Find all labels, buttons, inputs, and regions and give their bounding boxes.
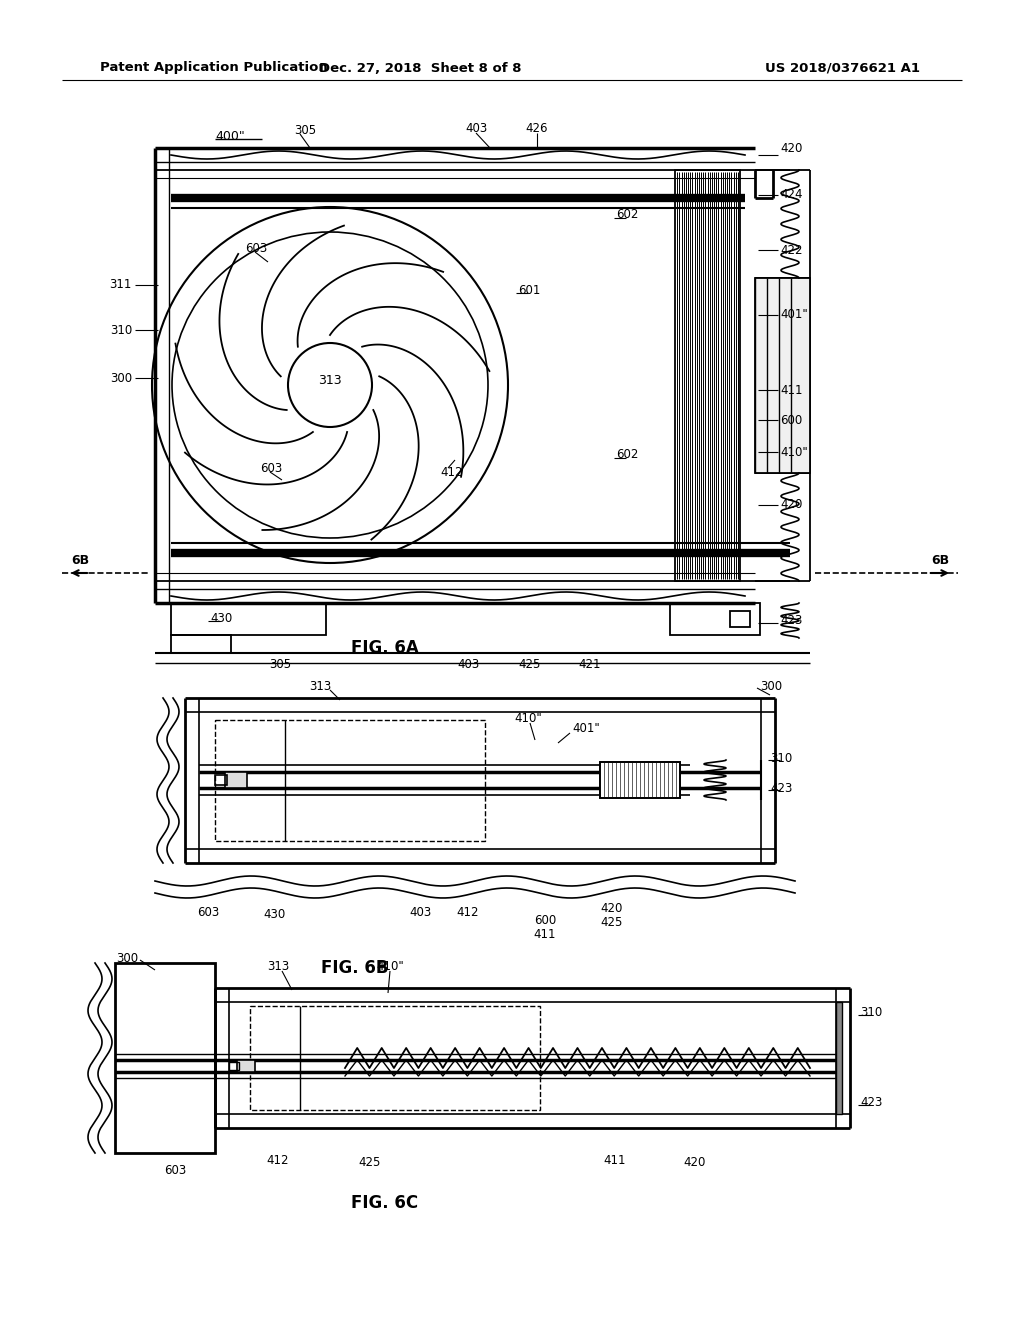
Bar	[225, 772, 247, 788]
Bar	[600, 762, 680, 799]
Text: 602: 602	[616, 449, 638, 462]
Text: FIG. 6C: FIG. 6C	[351, 1195, 419, 1212]
Bar	[229, 1063, 239, 1071]
Text: 411: 411	[534, 928, 556, 941]
Text: 420: 420	[780, 499, 803, 511]
Text: US 2018/0376621 A1: US 2018/0376621 A1	[765, 62, 920, 74]
Text: 430: 430	[264, 908, 286, 921]
Text: 313: 313	[267, 960, 289, 973]
Text: 403: 403	[409, 907, 431, 920]
Text: 600: 600	[780, 413, 802, 426]
Text: 310: 310	[860, 1006, 883, 1019]
Text: 401": 401"	[780, 309, 808, 322]
Text: 420: 420	[780, 141, 803, 154]
Bar	[215, 719, 485, 841]
Bar	[675, 170, 740, 581]
Text: 425: 425	[519, 659, 542, 672]
Text: 412: 412	[440, 466, 463, 479]
Bar	[115, 964, 215, 1152]
Text: 313: 313	[318, 374, 342, 387]
Text: 410": 410"	[376, 960, 403, 973]
Text: 426: 426	[525, 121, 548, 135]
Text: 300: 300	[116, 952, 138, 965]
Text: 313: 313	[309, 680, 331, 693]
Text: 310: 310	[110, 323, 132, 337]
Text: 410": 410"	[780, 446, 808, 458]
Text: 423: 423	[780, 615, 803, 627]
Text: 412: 412	[457, 907, 479, 920]
Bar	[670, 603, 760, 635]
Bar	[836, 1002, 842, 1114]
Bar	[755, 279, 810, 473]
Text: 401": 401"	[572, 722, 600, 734]
Text: 300: 300	[110, 371, 132, 384]
Bar	[237, 1060, 255, 1072]
Bar	[600, 762, 680, 799]
Bar	[215, 775, 227, 785]
Text: 602: 602	[616, 209, 638, 222]
Text: 403: 403	[457, 659, 479, 672]
Text: 421: 421	[579, 659, 601, 672]
Text: 425: 425	[600, 916, 623, 929]
Text: 410": 410"	[514, 711, 542, 725]
Text: 403: 403	[465, 121, 487, 135]
Text: 420: 420	[600, 902, 623, 915]
Text: 423: 423	[770, 781, 793, 795]
Text: 400": 400"	[215, 129, 245, 143]
Text: 425: 425	[358, 1156, 381, 1170]
Text: 422: 422	[780, 243, 803, 256]
Text: 603: 603	[260, 462, 283, 474]
Text: 300: 300	[760, 680, 782, 693]
Text: 305: 305	[294, 124, 316, 136]
Text: Patent Application Publication: Patent Application Publication	[100, 62, 328, 74]
Text: FIG. 6B: FIG. 6B	[322, 960, 389, 977]
Text: 6B: 6B	[71, 554, 89, 568]
Text: 305: 305	[269, 659, 291, 672]
Text: 603: 603	[164, 1163, 186, 1176]
Text: 411: 411	[604, 1154, 627, 1167]
Bar	[730, 611, 750, 627]
Text: 423: 423	[860, 1097, 883, 1110]
Text: FIG. 6A: FIG. 6A	[351, 639, 419, 657]
Text: 6B: 6B	[931, 554, 949, 568]
Text: 424: 424	[780, 189, 803, 202]
Text: 310: 310	[770, 751, 793, 764]
Text: 420: 420	[684, 1156, 707, 1170]
Text: 430: 430	[210, 611, 232, 624]
Text: 603: 603	[197, 907, 219, 920]
Bar	[171, 603, 326, 635]
Text: 311: 311	[110, 279, 132, 292]
Text: Dec. 27, 2018  Sheet 8 of 8: Dec. 27, 2018 Sheet 8 of 8	[318, 62, 521, 74]
Text: 601: 601	[518, 284, 541, 297]
Text: 412: 412	[266, 1154, 289, 1167]
Bar	[171, 635, 231, 653]
Text: 600: 600	[534, 915, 556, 928]
Circle shape	[288, 343, 372, 426]
Text: 411: 411	[780, 384, 803, 396]
Bar	[250, 1006, 540, 1110]
Text: 603: 603	[245, 242, 267, 255]
